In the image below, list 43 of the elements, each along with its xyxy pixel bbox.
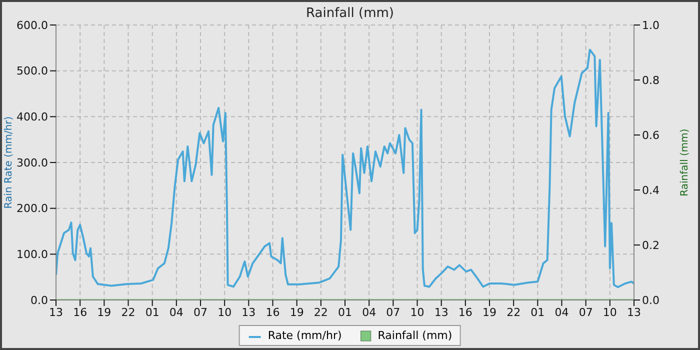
y-tick-label: 600.0 bbox=[16, 18, 48, 32]
x-tick-label: 07 bbox=[578, 306, 593, 319]
x-tick-label: 10 bbox=[410, 306, 424, 319]
y-tick-label: 0.0 bbox=[30, 294, 48, 307]
x-tick-label: 19 bbox=[290, 306, 304, 319]
y2-axis-title: Rainfall (mm) bbox=[680, 128, 691, 196]
x-tick-label: 04 bbox=[554, 306, 569, 319]
x-tick-label: 07 bbox=[194, 306, 208, 319]
x-tick-label: 16 bbox=[266, 306, 280, 319]
x-tick-label: 07 bbox=[386, 306, 400, 319]
x-tick-label: 01 bbox=[530, 306, 545, 319]
x-tick-label: 04 bbox=[362, 306, 376, 319]
x-tick-label: 22 bbox=[314, 306, 328, 319]
x-tick-label: 04 bbox=[169, 306, 184, 319]
y-tick-label: 100.0 bbox=[16, 248, 48, 262]
x-tick-label: 19 bbox=[482, 306, 496, 319]
x-tick-label: 13 bbox=[49, 306, 63, 319]
y2-tick-label: 1.0 bbox=[642, 18, 660, 32]
x-tick-label: 13 bbox=[627, 306, 641, 319]
y2-tick-label: 0.2 bbox=[642, 238, 660, 252]
x-tick-label: 10 bbox=[218, 306, 232, 319]
x-tick-label: 13 bbox=[242, 306, 256, 319]
x-tick-label: 10 bbox=[602, 306, 617, 319]
chart-title: Rainfall (mm) bbox=[306, 6, 394, 21]
legend-label: Rainfall (mm) bbox=[378, 329, 452, 342]
x-tick-label: 01 bbox=[338, 306, 352, 319]
x-tick-label: 19 bbox=[97, 306, 112, 319]
y-axis-title: Rain Rate (mm/hr) bbox=[4, 116, 15, 209]
y-tick-label: 500.0 bbox=[16, 64, 48, 78]
y2-tick-label: 0.8 bbox=[642, 74, 660, 87]
x-tick-label: 01 bbox=[145, 306, 160, 319]
x-tick-label: 13 bbox=[434, 306, 448, 319]
x-tick-label: 16 bbox=[73, 306, 88, 319]
x-tick-label: 16 bbox=[458, 306, 472, 319]
y-tick-label: 400.0 bbox=[16, 110, 48, 124]
y2-tick-label: 0.6 bbox=[642, 128, 660, 142]
x-tick-label: 22 bbox=[121, 306, 136, 319]
y2-tick-label: 0.4 bbox=[642, 184, 660, 197]
y-tick-label: 300.0 bbox=[16, 156, 48, 170]
legend-label: Rate (mm/hr) bbox=[268, 329, 342, 342]
y-tick-label: 200.0 bbox=[16, 202, 48, 216]
y2-tick-label: 0.0 bbox=[642, 294, 660, 307]
x-tick-label: 22 bbox=[506, 306, 521, 319]
